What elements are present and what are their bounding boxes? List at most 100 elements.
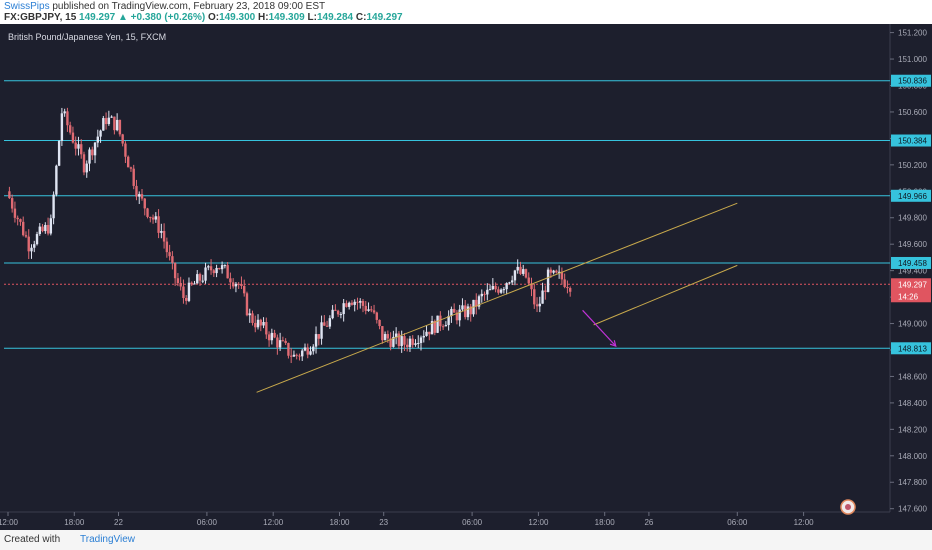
price-chart[interactable]: British Pound/Japanese Yen, 15, FXCM 151.… [0, 24, 932, 530]
candle-body [173, 262, 177, 279]
candle-body [568, 288, 572, 292]
candle-body [447, 315, 450, 326]
candle-body [96, 136, 99, 143]
candle-body [408, 338, 412, 347]
close-value: 149.297 [366, 12, 403, 23]
candle-body [284, 340, 287, 344]
candle-body [510, 280, 514, 283]
candle-body [93, 142, 97, 156]
candle-body [157, 216, 160, 233]
candle-body [19, 219, 22, 222]
x-tick-label: 18:00 [64, 518, 85, 527]
candle-body [146, 208, 149, 217]
x-tick-label: 18:00 [329, 518, 350, 527]
x-tick-label: 12:00 [0, 518, 19, 527]
candle-body [298, 355, 301, 357]
candle-body [544, 290, 547, 292]
candle-body [82, 154, 86, 173]
candle-body [80, 144, 83, 155]
candle-body [508, 282, 511, 284]
candles-group [8, 107, 572, 364]
candle-body [276, 337, 279, 348]
candle-body [165, 241, 169, 253]
candle-body [406, 344, 409, 347]
candle-body [129, 167, 133, 169]
candle-body [419, 337, 423, 343]
candle-body [254, 322, 257, 328]
candle-body [535, 304, 539, 307]
candle-body [566, 286, 569, 289]
candle-body [10, 198, 14, 209]
tradingview-logo-text[interactable]: TradingView [80, 534, 136, 545]
candle-body [245, 293, 249, 316]
candle-body [428, 331, 431, 335]
candle-body [372, 310, 376, 313]
candle-body [251, 313, 254, 323]
candle-body [375, 312, 379, 320]
candle-body [223, 265, 227, 267]
candle-body [560, 271, 564, 280]
candle-body [46, 224, 50, 234]
level-price-tag [891, 342, 931, 355]
open-value: 149.300 [219, 12, 256, 23]
price-tag-label: 150.836 [898, 77, 927, 86]
candle-body [436, 315, 439, 333]
candle-body [259, 319, 262, 326]
chart-area[interactable]: British Pound/Japanese Yen, 15, FXCM 151.… [0, 24, 932, 530]
candle-body [522, 269, 525, 274]
candle-body [430, 320, 434, 335]
candle-body [491, 285, 495, 290]
candle-body [237, 283, 240, 285]
published-text: published on TradingView.com, February 2… [52, 1, 326, 12]
candle-body [513, 270, 517, 281]
candle-body [132, 168, 135, 186]
candle-body [392, 336, 395, 347]
candle-body [187, 282, 191, 301]
x-tick-label: 06:00 [462, 518, 483, 527]
candle-body [91, 149, 94, 156]
price-tag-label: 149.458 [898, 259, 927, 268]
candle-body [497, 289, 500, 293]
open-label: O: [207, 12, 220, 23]
candle-body [27, 236, 30, 252]
x-tick-label: 22 [114, 518, 123, 527]
candle-body [49, 218, 53, 234]
candle-body [207, 266, 210, 268]
candle-body [289, 355, 293, 357]
candle-body [267, 334, 271, 341]
candle-body [433, 320, 437, 333]
price-tag-label: 150.384 [898, 137, 927, 146]
footer: Created with TradingView [0, 530, 932, 550]
candle-body [353, 301, 356, 305]
candle-body [359, 300, 362, 303]
candle-body [400, 336, 403, 347]
candle-body [226, 265, 229, 279]
author-name[interactable]: SwissPips [4, 1, 50, 12]
candle-body [240, 283, 243, 286]
candle-body [287, 343, 290, 356]
candle-body [126, 156, 130, 168]
current-price-tag [891, 278, 931, 303]
candle-body [234, 283, 238, 287]
x-tick-label: 18:00 [595, 518, 616, 527]
candle-body [16, 217, 19, 220]
low-value: 149.284 [316, 12, 354, 23]
candle-body [350, 302, 354, 305]
candle-body [218, 267, 221, 270]
candle-body [336, 310, 340, 315]
y-tick-label: 151.000 [898, 55, 927, 64]
price-tag-label: 149.966 [898, 192, 927, 201]
candle-body [231, 282, 235, 287]
candle-body [295, 354, 298, 356]
y-tick-label: 150.600 [898, 108, 927, 117]
candle-body [13, 208, 17, 218]
candle-body [444, 325, 448, 327]
chart-background [0, 24, 932, 530]
symbol-label: FX:GBPJPY, 15 [4, 12, 77, 23]
candle-body [265, 322, 268, 335]
candle-body [151, 217, 155, 220]
candle-body [524, 269, 528, 278]
x-tick-label: 12:00 [263, 518, 284, 527]
candle-body [104, 118, 108, 125]
candle-body [215, 267, 218, 274]
